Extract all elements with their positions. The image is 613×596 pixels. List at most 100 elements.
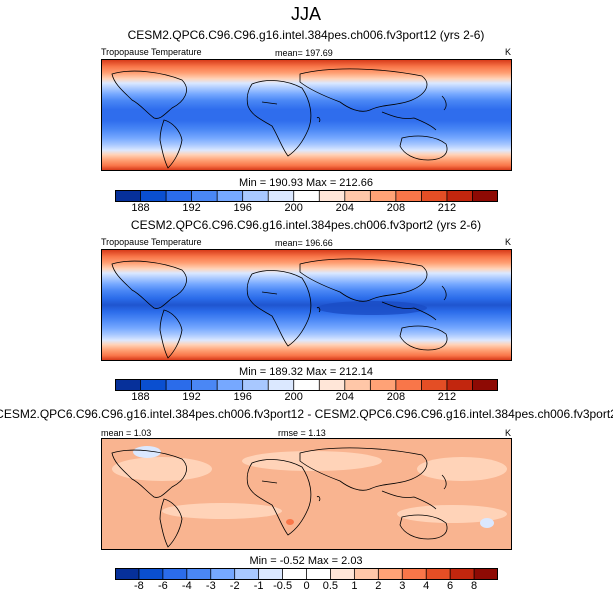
- colorbar-swatch: [421, 379, 448, 391]
- colorbar-tick-label: 200: [284, 391, 303, 403]
- coastlines: [111, 258, 448, 359]
- colorbar-swatch: [162, 568, 188, 580]
- colorbar-swatch: [115, 379, 141, 391]
- colorbar-swatch: [472, 190, 499, 202]
- colorbar-tick-label: 4: [423, 580, 430, 592]
- colorbar-swatch: [217, 190, 243, 202]
- colorbar-swatch: [140, 379, 167, 391]
- colorbar-swatch: [115, 190, 141, 202]
- map-middle: [101, 249, 512, 361]
- colorbar-tick-label: 200: [284, 202, 303, 214]
- colorbar-swatch: [293, 379, 320, 391]
- colorbar-swatch: [186, 568, 212, 580]
- colorbar-swatch: [370, 190, 397, 202]
- colorbar-tick-label: 204: [335, 391, 354, 403]
- colorbar-swatch: [319, 190, 346, 202]
- colorbar-tick-label: 3: [399, 580, 406, 592]
- panel-minmax: Min = 189.32 Max = 212.14: [239, 366, 373, 378]
- colorbar-tick-label: -6: [158, 580, 168, 592]
- panel-units-label: K: [505, 428, 512, 438]
- colorbar-swatch: [472, 379, 499, 391]
- colorbar-swatch: [166, 190, 192, 202]
- colorbar-tick-label: 192: [182, 391, 201, 403]
- colorbar-tick-label: 6: [447, 580, 454, 592]
- colorbar-tick-label: 8: [471, 580, 478, 592]
- colorbar-swatch: [268, 379, 295, 391]
- panel-mean-label: mean= 196.66: [275, 238, 333, 248]
- colorbar-swatch: [191, 190, 218, 202]
- colorbar-tick-label: -3: [205, 580, 216, 592]
- panel-mean-label: mean= 197.69: [275, 48, 333, 58]
- colorbar-swatch: [210, 568, 235, 580]
- colorbar-tick-label: 1: [351, 580, 358, 592]
- colorbar-swatch: [282, 568, 307, 580]
- colorbar-bottom-labels: -8 -6 -4 -3 -2 -1 -0.5 0 0.5 1 2 3 4 6 8: [115, 580, 498, 592]
- colorbar-swatch: [234, 568, 259, 580]
- panel-units-label: K: [505, 47, 512, 57]
- colorbar-swatch: [446, 190, 473, 202]
- colorbar-swatch: [306, 568, 331, 580]
- colorbar-tick-label: -2: [229, 580, 240, 592]
- colorbar-swatch: [138, 568, 164, 580]
- colorbar-middle: [114, 378, 499, 391]
- colorbar-tick-label: 208: [386, 202, 406, 214]
- panel-minmax: Min = 190.93 Max = 212.66: [239, 177, 373, 189]
- colorbar-swatch: [242, 190, 269, 202]
- colorbar-tick-label: 196: [233, 391, 252, 403]
- colorbar-swatch: [474, 568, 499, 580]
- panel-units-label: K: [505, 237, 512, 247]
- colorbar-swatch: [140, 190, 167, 202]
- colorbar-tick-label: 204: [335, 202, 354, 214]
- colorbar-swatch: [378, 568, 403, 580]
- coastlines: [111, 68, 448, 169]
- map-top: [101, 59, 512, 171]
- colorbar-tick-label: 192: [182, 202, 201, 214]
- colorbar-tick-label: -1: [253, 580, 264, 592]
- panel-mean-label: mean = 1.03: [101, 428, 152, 438]
- colorbar-bottom: [114, 567, 499, 580]
- panel-variable-label: Tropopause Temperature: [101, 47, 202, 57]
- colorbar-swatch: [395, 379, 422, 391]
- panel-title-middle: CESM2.QPC6.C96.C96.g16.intel.384pes.ch00…: [130, 218, 482, 232]
- colorbar-swatch: [446, 379, 473, 391]
- colorbar-swatch: [191, 379, 218, 391]
- panel-rmse-label: rmse = 1.13: [278, 428, 326, 438]
- colorbar-swatch: [258, 568, 283, 580]
- colorbar-swatch: [421, 190, 448, 202]
- colorbar-tick-label: 0.5: [322, 580, 339, 592]
- panel-minmax: Min = -0.52 Max = 2.03: [249, 555, 363, 567]
- colorbar-tick-label: -8: [134, 580, 144, 592]
- panel-variable-label: Tropopause Temperature: [101, 237, 202, 247]
- colorbar-tick-label: -0.5: [273, 580, 293, 592]
- colorbar-tick-label: 188: [131, 391, 150, 403]
- colorbar-tick-label: 212: [437, 391, 457, 403]
- colorbar-swatch: [354, 568, 379, 580]
- colorbar-tick-label: 196: [233, 202, 252, 214]
- colorbar-tick-label: -4: [181, 580, 192, 592]
- colorbar-swatch: [242, 379, 269, 391]
- colorbar-top-labels: 188 192 196 200 204 208 212: [115, 202, 498, 214]
- colorbar-swatch: [115, 568, 140, 580]
- colorbar-swatch: [293, 190, 320, 202]
- figure-title: JJA: [290, 4, 322, 24]
- panel-title-bottom: CESM2.QPC6.C96.C96.g16.intel.384pes.ch00…: [0, 407, 613, 421]
- colorbar-middle-labels: 188 192 196 200 204 208 212: [115, 391, 498, 403]
- colorbar-tick-label: 212: [437, 202, 457, 214]
- colorbar-swatch: [319, 379, 346, 391]
- colorbar-swatch: [330, 568, 355, 580]
- colorbar-swatch: [450, 568, 475, 580]
- colorbar-swatch: [344, 379, 371, 391]
- colorbar-tick-label: 208: [386, 391, 406, 403]
- panel-title-top: CESM2.QPC6.C96.C96.g16.intel.384pes.ch00…: [127, 28, 485, 42]
- colorbar-tick-label: 188: [131, 202, 150, 214]
- colorbar-tick-label: 2: [375, 580, 382, 592]
- colorbar-swatch: [268, 190, 295, 202]
- colorbar-swatch: [402, 568, 427, 580]
- colorbar-swatch: [166, 379, 192, 391]
- map-bottom: [101, 438, 512, 550]
- coastlines: [111, 447, 448, 548]
- colorbar-top: [114, 189, 499, 202]
- colorbar-swatch: [344, 190, 371, 202]
- colorbar-swatch: [395, 190, 422, 202]
- colorbar-tick-label: 0: [303, 580, 310, 592]
